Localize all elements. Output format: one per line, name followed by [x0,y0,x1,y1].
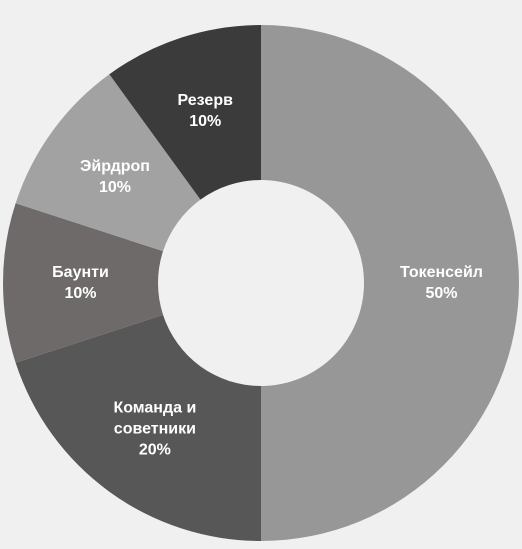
value-label: 10% [98,178,131,196]
slice-label: Баунти 10% [16,262,146,304]
category-label: Резерв [177,92,233,110]
donut-slice [261,25,519,541]
value-label: 10% [189,113,222,131]
category-label: Баунти [52,264,109,281]
slice-label: Токенсейл 50% [377,262,507,304]
donut-slice [109,25,261,200]
slice-label: Эйрдроп 10% [50,156,180,198]
slice-label: Резерв 10% [140,90,270,132]
donut-slice [15,314,262,541]
category-label: Эйрдроп [79,157,150,175]
category-label: Токенсейл [400,264,483,281]
slice-label: Команда и советники 20% [90,398,220,461]
value-label: 50% [425,285,458,302]
donut-slice [2,203,164,363]
value-label: 10% [64,285,97,302]
value-label: 20% [138,441,171,459]
donut-slice [15,74,201,252]
category-label: Команда и советники [113,399,197,438]
